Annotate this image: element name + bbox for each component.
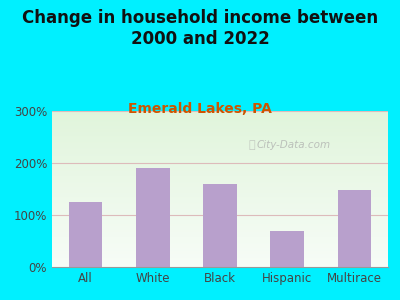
Bar (136, 168, 170, 267)
Bar (203, 184, 237, 267)
Bar (69, 202, 102, 267)
Text: Emerald Lakes, PA: Emerald Lakes, PA (128, 102, 272, 116)
Bar (270, 231, 304, 267)
Text: Change in household income between
2000 and 2022: Change in household income between 2000 … (22, 9, 378, 48)
Text: City-Data.com: City-Data.com (257, 140, 331, 150)
Bar (338, 190, 371, 267)
Text: ⓘ: ⓘ (249, 140, 255, 150)
